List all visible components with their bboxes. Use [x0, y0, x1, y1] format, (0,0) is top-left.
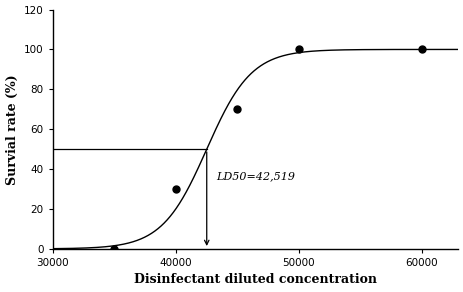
Point — [417, 47, 425, 52]
Y-axis label: Survial rate (%): Survial rate (%) — [6, 74, 19, 185]
X-axis label: Disinfectant diluted concentration: Disinfectant diluted concentration — [134, 273, 376, 286]
Point — [172, 187, 179, 191]
Text: LD50=42,519: LD50=42,519 — [216, 171, 295, 181]
Point — [233, 107, 240, 112]
Point — [294, 47, 302, 52]
Point — [110, 246, 118, 251]
